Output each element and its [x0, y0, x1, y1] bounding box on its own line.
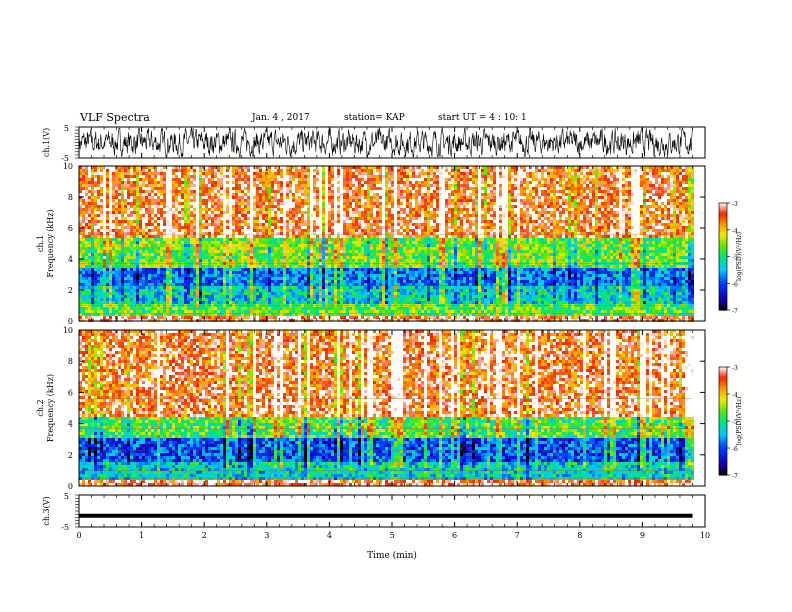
y-tick-label: 4	[68, 255, 73, 264]
y-tick-label: 0	[68, 482, 73, 491]
y-axis-label: ch.1(V)	[42, 128, 51, 157]
colorbar-tick-label: -3	[732, 201, 738, 208]
colorbar-label: log(PSD)(V²/Hz)	[736, 397, 743, 446]
x-tick-label: 9	[640, 531, 645, 540]
x-tick-label: 7	[515, 531, 520, 540]
x-tick-label: 4	[327, 531, 332, 540]
y-tick-label: 8	[68, 357, 73, 366]
y-axis-label: Frequency (kHz)	[46, 374, 55, 442]
colorbar-tick-label: -5	[732, 255, 738, 262]
y-tick-label: 2	[68, 286, 73, 295]
colorbar-tick-label: -4	[732, 228, 738, 235]
waveform-panel-3	[75, 494, 706, 528]
y-tick-label: -5	[61, 154, 69, 163]
y-tick-label: 10	[63, 162, 73, 171]
y-tick-label: 10	[63, 326, 73, 335]
date-label: Jan. 4 , 2017	[252, 113, 310, 123]
y-tick-label: -5	[61, 523, 69, 532]
spectrogram-panel-1	[78, 165, 730, 322]
colorbar-tick-label: -7	[732, 308, 738, 315]
y-tick-label: 5	[64, 124, 69, 133]
x-axis-label: Time (min)	[367, 550, 417, 561]
colorbar-tick-label: -4	[732, 392, 738, 399]
start-time-label: start UT = 4 : 10: 1	[438, 113, 527, 123]
colorbar-label: log(PSD)(V²/Hz)	[736, 232, 743, 281]
y-tick-label: 8	[68, 193, 73, 202]
y-axis-label: Frequency (kHz)	[46, 209, 55, 277]
y-tick-label: 4	[68, 420, 73, 429]
y-tick-label: 6	[68, 224, 73, 233]
x-tick-label: 5	[389, 531, 394, 540]
figure-title: VLF Spectra	[80, 111, 150, 124]
colorbar-tick-label: -6	[732, 281, 738, 288]
y-tick-label: 5	[64, 492, 69, 501]
colorbar-tick-label: -3	[732, 365, 738, 372]
x-tick-label: 6	[452, 531, 457, 540]
colorbar-tick-label: -5	[732, 419, 738, 426]
x-tick-label: 3	[264, 531, 269, 540]
y-axis-label-channel: ch.2	[36, 399, 45, 416]
x-tick-label: 1	[139, 531, 144, 540]
y-tick-label: 6	[68, 388, 73, 397]
y-tick-label: 0	[68, 317, 73, 326]
y-tick-label: 2	[68, 451, 73, 460]
colorbar-tick-label: -6	[732, 446, 738, 453]
waveform-series-line	[78, 127, 693, 158]
spectrogram-panel-2	[78, 329, 730, 487]
x-tick-label: 0	[76, 531, 81, 540]
y-axis-label: ch.3(V)	[42, 496, 51, 525]
station-label: station= KAP	[344, 113, 405, 123]
x-tick-label: 2	[202, 531, 207, 540]
waveform-panel-1	[75, 126, 706, 159]
colorbar-tick-label: -7	[732, 473, 738, 480]
x-tick-label: 10	[700, 531, 710, 540]
y-axis-label-channel: ch.1	[36, 235, 45, 252]
x-tick-label: 8	[577, 531, 582, 540]
